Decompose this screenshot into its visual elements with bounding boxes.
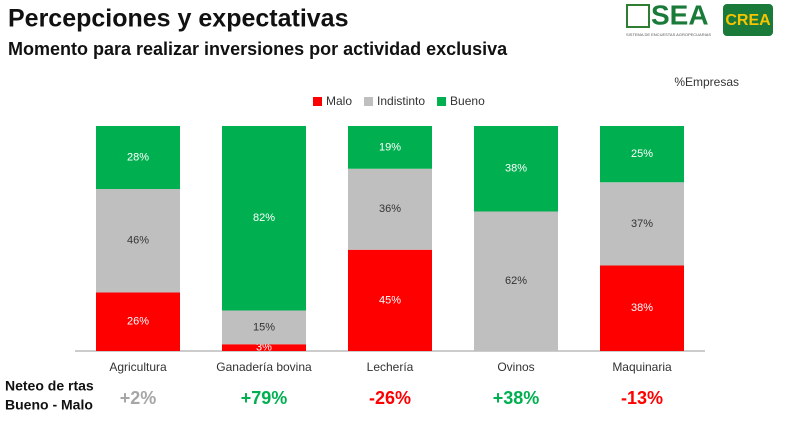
data-label: 28% bbox=[127, 151, 149, 163]
legend-swatch bbox=[364, 97, 374, 106]
logo-crea: CREA bbox=[723, 4, 773, 36]
data-label: 36% bbox=[379, 203, 401, 215]
data-label: 3% bbox=[256, 342, 272, 354]
data-label: 82% bbox=[253, 212, 275, 224]
bar-segment bbox=[222, 310, 306, 345]
bar-segment bbox=[474, 211, 558, 351]
bar-segment bbox=[222, 126, 306, 311]
data-label: 62% bbox=[505, 275, 527, 287]
net-caption: Neteo de rtas bbox=[5, 378, 94, 394]
logo-crea-bg bbox=[723, 4, 773, 36]
chart-title: Percepciones y expectativas bbox=[8, 5, 348, 33]
legend-label: Indistinto bbox=[377, 94, 425, 108]
logo-sea: SEA SISTEMA DE ENCUESTAS AGROPECUARIAS bbox=[626, 0, 711, 37]
net-value: -26% bbox=[369, 388, 411, 408]
chart-subtitle: Momento para realizar inversiones por ac… bbox=[8, 39, 508, 59]
bar-segment bbox=[348, 168, 432, 250]
data-label: 25% bbox=[631, 148, 653, 160]
net-value: +79% bbox=[241, 388, 288, 408]
data-label: 46% bbox=[127, 235, 149, 247]
net-value: -13% bbox=[621, 388, 663, 408]
logo-sea-caption: SISTEMA DE ENCUESTAS AGROPECUARIAS bbox=[626, 32, 711, 37]
bar-segment bbox=[348, 249, 432, 351]
unit-note: %Empresas bbox=[674, 75, 739, 89]
data-label: 15% bbox=[253, 321, 275, 333]
x-tick-label: Lechería bbox=[367, 360, 414, 374]
legend-swatch bbox=[437, 97, 447, 106]
bar-segment bbox=[600, 182, 684, 266]
x-tick-label: Ovinos bbox=[497, 360, 534, 374]
bar-segment bbox=[96, 126, 180, 189]
legend-label: Malo bbox=[326, 94, 352, 108]
data-label: 37% bbox=[631, 218, 653, 230]
bar-segment bbox=[474, 126, 558, 212]
data-label: 26% bbox=[127, 316, 149, 328]
bar-segment bbox=[96, 189, 180, 293]
net-value: +38% bbox=[493, 388, 540, 408]
x-tick-label: Ganadería bovina bbox=[216, 360, 312, 374]
net-value: +2% bbox=[120, 388, 157, 408]
bar-segment bbox=[222, 344, 306, 351]
logo-icon bbox=[626, 4, 650, 28]
logo-crea-text: CREA bbox=[725, 12, 771, 29]
data-label: 19% bbox=[379, 141, 401, 153]
legend-swatch bbox=[313, 97, 322, 106]
bar-segment bbox=[600, 126, 684, 183]
legend-label: Bueno bbox=[450, 94, 485, 108]
bar-segment bbox=[600, 265, 684, 351]
bar-segment bbox=[96, 292, 180, 351]
x-tick-label: Maquinaria bbox=[612, 360, 672, 374]
bar-segment bbox=[348, 126, 432, 169]
data-label: 38% bbox=[631, 302, 653, 314]
x-tick-label: Agricultura bbox=[109, 360, 167, 374]
data-label: 38% bbox=[505, 163, 527, 175]
net-caption: Bueno - Malo bbox=[5, 397, 93, 413]
logo-sea-text: SEA bbox=[651, 0, 709, 30]
data-label: 45% bbox=[379, 294, 401, 306]
